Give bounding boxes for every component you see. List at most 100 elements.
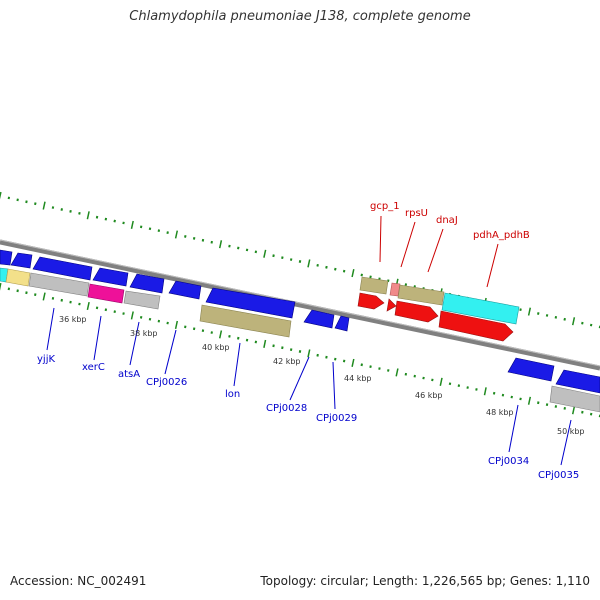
tick-mark (439, 377, 443, 386)
gene-feature[interactable] (92, 267, 129, 287)
gene-label-pdha-pdhb[interactable]: pdhA_pdhB (473, 230, 530, 241)
tick-mark (272, 254, 275, 258)
gene-feature[interactable] (0, 249, 13, 266)
tick-mark (571, 406, 576, 415)
tick-mark (298, 260, 302, 263)
tick-mark (422, 376, 425, 380)
gene-label-cpj0034[interactable]: CPj0034 (488, 456, 529, 467)
leader-line (427, 228, 444, 273)
tick-mark (483, 387, 487, 396)
reverse-gene-labels: yjjK xerC atsA CPj0026 lon CPj0028 CPj00… (37, 354, 579, 481)
tick-mark (0, 191, 2, 200)
tick-mark (25, 200, 28, 204)
tick-mark (210, 331, 213, 334)
leader-line (164, 329, 177, 375)
gene-feature[interactable] (87, 283, 125, 304)
tick-mark (537, 401, 540, 405)
forward-track-genes (359, 276, 520, 325)
gene-feature[interactable] (123, 290, 161, 310)
gene-label-cpj0035[interactable]: CPj0035 (538, 470, 579, 481)
gene-label-cpj0029[interactable]: CPj0029 (316, 413, 357, 424)
tick-mark (78, 211, 81, 215)
tick-mark (192, 236, 196, 240)
tick-mark (69, 300, 72, 304)
tick-mark (334, 267, 337, 271)
tick-mark (554, 405, 558, 408)
tick-mark (527, 396, 532, 405)
kbp-label: 50 kbp (557, 427, 585, 436)
gene-feature[interactable] (386, 298, 397, 312)
kbp-label: 46 kbp (415, 391, 443, 400)
gene-feature[interactable] (357, 292, 385, 310)
tick-mark (448, 382, 452, 386)
gene-feature[interactable] (397, 284, 445, 306)
gene-label-cpj0028[interactable]: CPj0028 (266, 403, 307, 414)
gene-label-lon[interactable]: lon (225, 389, 240, 400)
tick-mark (589, 412, 593, 416)
tick-mark (237, 336, 240, 340)
tick-mark (139, 225, 143, 229)
leader-line (379, 215, 382, 263)
gene-feature[interactable] (32, 256, 93, 281)
tick-mark (245, 338, 249, 342)
tick-mark (413, 374, 416, 378)
gene-label-xerc[interactable]: xerC (82, 362, 105, 373)
tick-mark (281, 346, 284, 350)
gene-feature[interactable] (303, 309, 335, 329)
gene-feature[interactable] (205, 287, 296, 319)
tick-mark (571, 317, 576, 326)
tick-mark (184, 235, 187, 238)
tick-mark (192, 327, 196, 331)
tick-mark (360, 273, 363, 277)
gene-label-atsa[interactable]: atsA (118, 369, 140, 380)
leader-line (93, 315, 102, 361)
gene-feature[interactable] (549, 385, 600, 413)
tick-mark (122, 312, 125, 315)
gene-feature[interactable] (555, 369, 600, 394)
gene-feature[interactable] (441, 292, 520, 325)
gene-feature[interactable] (5, 268, 31, 287)
leader-line (46, 307, 55, 351)
tick-mark (563, 406, 566, 410)
gene-feature[interactable] (129, 273, 165, 294)
gene-label-dnaj[interactable]: dnaJ (436, 215, 458, 226)
kbp-label: 42 kbp (273, 357, 301, 366)
gene-label-gcp1[interactable]: gcp_1 (370, 201, 400, 212)
tick-mark (245, 248, 249, 252)
tick-mark (130, 311, 134, 320)
gene-feature[interactable] (28, 272, 90, 297)
tick-mark (184, 325, 187, 329)
forward-red-genes (357, 292, 514, 342)
tick-mark (342, 359, 346, 363)
tick-mark (254, 340, 258, 344)
gene-feature[interactable] (334, 315, 350, 332)
gene-feature[interactable] (389, 282, 401, 297)
tick-mark (42, 292, 46, 301)
gene-label-cpj0026[interactable]: CPj0026 (146, 377, 187, 388)
tick-mark (475, 388, 478, 391)
gene-label-yjjk[interactable]: yjjK (37, 354, 55, 365)
tick-mark (174, 320, 179, 330)
tick-mark (228, 334, 231, 338)
tick-mark (545, 403, 549, 407)
gene-feature[interactable] (438, 310, 514, 342)
gene-feature[interactable] (199, 304, 292, 338)
tick-mark (7, 196, 11, 200)
tick-mark (307, 349, 311, 358)
gene-feature[interactable] (10, 252, 33, 269)
tick-mark (51, 296, 55, 300)
gene-feature[interactable] (394, 300, 439, 323)
gene-label-rpsu[interactable]: rpsU (405, 208, 428, 219)
gene-feature[interactable] (359, 276, 389, 295)
tick-mark (130, 220, 134, 229)
tick-mark (466, 386, 469, 389)
tick-mark (60, 208, 63, 211)
tick-mark (325, 265, 328, 269)
leader-line (289, 356, 310, 401)
tick-mark (325, 355, 328, 359)
tick-mark (289, 258, 293, 261)
tick-mark (581, 410, 584, 414)
gene-feature[interactable] (168, 280, 202, 300)
gene-feature[interactable] (507, 357, 555, 382)
